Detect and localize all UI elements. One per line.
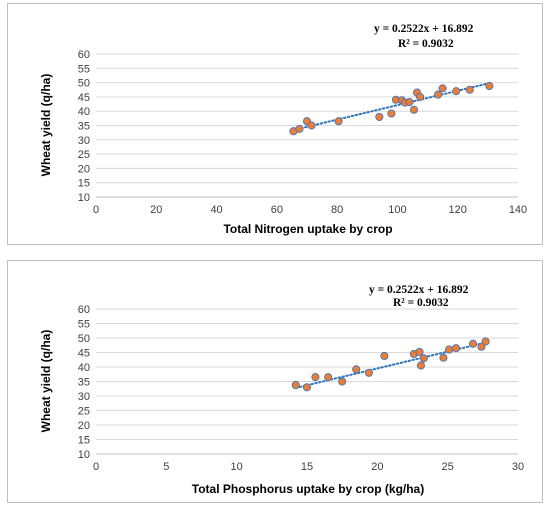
y-tick-label: 10 (78, 192, 90, 204)
x-tick-label: 10 (231, 461, 243, 473)
x-tick-label: 40 (210, 204, 222, 216)
data-point (409, 105, 419, 114)
data-point (416, 361, 425, 370)
x-tick-label: 25 (442, 461, 454, 473)
data-point (324, 373, 333, 382)
y-tick-label: 60 (78, 304, 90, 316)
y-tick-label: 55 (78, 319, 90, 331)
data-point (302, 383, 312, 392)
x-tick-label: 30 (512, 461, 524, 473)
x-tick-label: 15 (301, 461, 313, 473)
y-axis-title: Wheat yield (q/ha) (39, 74, 53, 177)
data-point (352, 365, 361, 374)
y-axis-title: Wheat yield (q/ha) (39, 330, 53, 433)
data-point (375, 112, 384, 121)
y-tick-label: 40 (78, 106, 90, 118)
data-point (419, 354, 428, 363)
data-point (415, 92, 425, 101)
y-tick-label: 55 (78, 63, 90, 75)
r-squared: R² = 0.9032 (398, 38, 454, 50)
y-tick-label: 15 (78, 435, 90, 447)
data-point (445, 345, 454, 354)
data-point (452, 344, 461, 353)
phosphorus-chart: 10 15 20 25 30 35 40 45 50 55 60 0 5 10 15 20 25 30 y = 0.… (39, 284, 524, 496)
y-tick-label: 50 (78, 78, 90, 90)
data-point (468, 339, 478, 348)
data-point (477, 342, 486, 351)
y-tick-label: 20 (78, 420, 90, 432)
data-point (380, 351, 389, 361)
data-point (307, 121, 316, 130)
data-point (338, 377, 347, 386)
x-tick-label: 0 (93, 204, 99, 216)
data-point (465, 85, 474, 94)
x-tick-label: 80 (331, 204, 343, 216)
data-point (415, 347, 424, 356)
y-tick-label: 30 (78, 135, 90, 147)
y-tick-label: 25 (78, 406, 90, 418)
data-point (295, 124, 304, 133)
x-tick-label: 5 (163, 461, 169, 473)
y-tick-label: 30 (78, 391, 90, 403)
y-tick-label: 35 (78, 121, 90, 133)
y-tick-label: 15 (78, 178, 90, 190)
data-point (439, 353, 448, 362)
y-tick-label: 40 (78, 362, 90, 374)
data-point (452, 87, 461, 96)
y-tick-label: 45 (78, 92, 90, 104)
x-axis-title: Total Phosphorus uptake by crop (kg/ha) (192, 482, 424, 496)
data-point (434, 90, 443, 99)
data-point (364, 368, 373, 377)
y-tick-label: 20 (78, 163, 90, 175)
x-axis-title: Total Nitrogen uptake by crop (223, 222, 392, 236)
data-point (481, 337, 490, 346)
x-tick-label: 140 (509, 204, 527, 216)
y-tick-label: 50 (78, 333, 90, 345)
r-squared: R² = 0.9032 (393, 297, 449, 309)
y-tick-label: 60 (78, 49, 90, 61)
data-point (387, 109, 396, 118)
x-tick-label: 20 (150, 204, 162, 216)
x-tick-label: 0 (93, 461, 99, 473)
nitrogen-chart: 10 15 20 25 30 35 40 45 50 55 60 0 20 40 60 80 100 120 140… (39, 23, 527, 236)
trend-equation: y = 0.2522x + 16.892 (369, 284, 469, 296)
x-tick-label: 60 (271, 204, 283, 216)
x-tick-label: 120 (449, 204, 467, 216)
data-point (311, 373, 320, 382)
data-point (438, 84, 447, 93)
data-point (485, 81, 494, 91)
nitrogen-chart-panel: 10 15 20 25 30 35 40 45 50 55 60 0 20 40 60 80 100 120 140… (7, 3, 543, 245)
x-tick-label: 100 (388, 204, 406, 216)
trend-equation: y = 0.2522x + 16.892 (374, 23, 474, 35)
data-point (405, 97, 414, 107)
y-tick-label: 45 (78, 348, 90, 360)
data-point (334, 117, 343, 126)
y-tick-label: 25 (78, 149, 90, 161)
x-tick-label: 20 (371, 461, 383, 473)
y-tick-label: 35 (78, 377, 90, 389)
data-point (291, 380, 300, 390)
phosphorus-chart-panel: 10 15 20 25 30 35 40 45 50 55 60 0 5 10 15 20 25 30 y = 0.… (7, 260, 543, 503)
y-tick-label: 10 (78, 449, 90, 461)
